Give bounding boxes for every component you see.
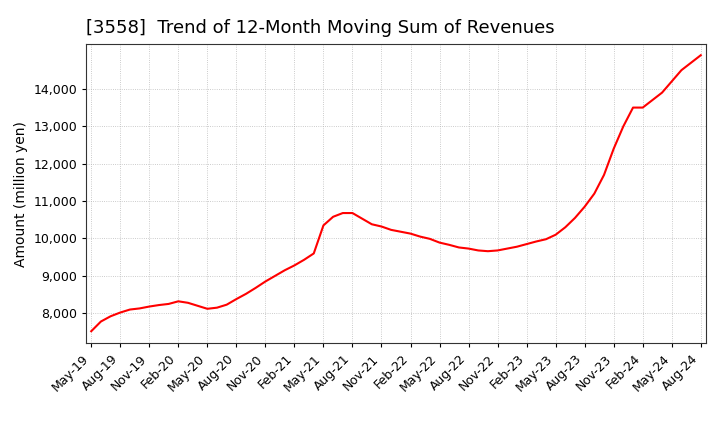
Text: [3558]  Trend of 12-Month Moving Sum of Revenues: [3558] Trend of 12-Month Moving Sum of R… (86, 19, 555, 37)
Y-axis label: Amount (million yen): Amount (million yen) (14, 121, 28, 267)
